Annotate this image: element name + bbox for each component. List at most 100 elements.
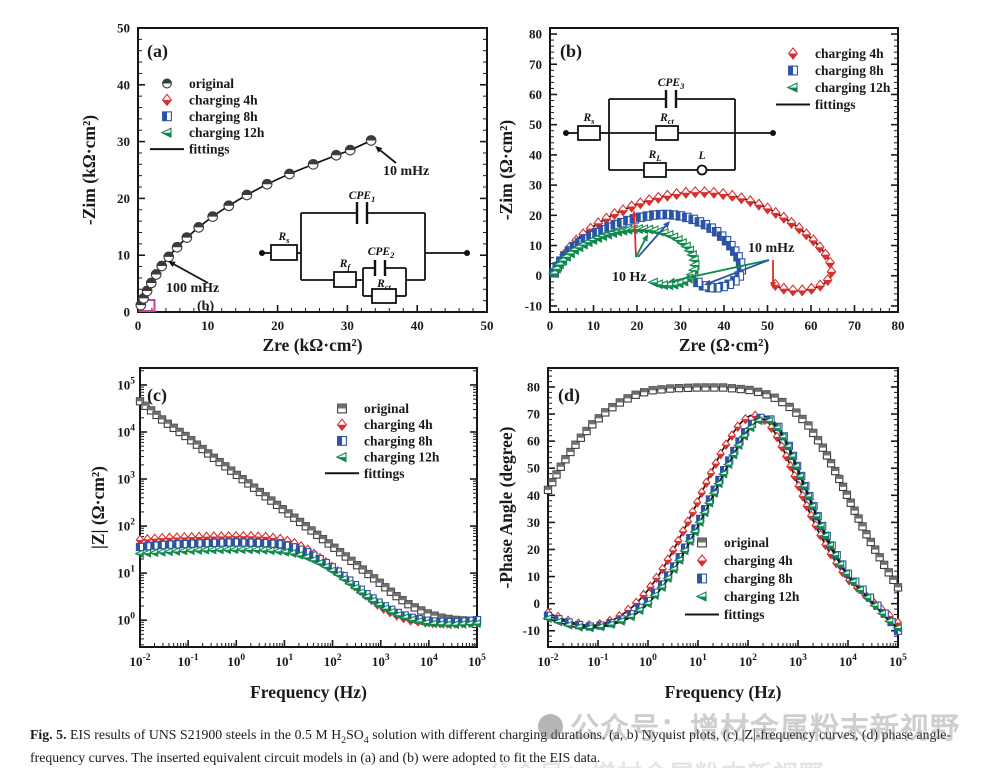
legend-label: fittings	[724, 607, 765, 622]
data-marker-tri-left-bottom	[679, 546, 689, 556]
data-marker-square-top	[556, 462, 565, 471]
data-marker-diamond-bottom	[797, 284, 808, 297]
data-marker-tri-left-bottom	[406, 615, 416, 625]
data-marker-tri-left-bottom	[265, 546, 275, 556]
data-marker-square-left	[230, 538, 240, 547]
svg-text:40: 40	[411, 318, 424, 333]
svg-text:CPE1: CPE1	[349, 190, 376, 204]
data-marker-square-left	[179, 539, 188, 549]
svg-text:104: 104	[420, 653, 438, 669]
data-marker-square-top	[135, 397, 145, 406]
data-marker-tri-left-bottom	[562, 620, 573, 630]
svg-text:CPE2: CPE2	[368, 246, 395, 260]
data-marker-tri-left-bottom	[633, 606, 644, 615]
legend-label: charging 4h	[364, 417, 433, 432]
svg-text:20: 20	[117, 191, 130, 206]
data-marker-tri-left-bottom	[293, 550, 304, 560]
data-marker-tri-left-bottom	[673, 555, 684, 565]
svg-text:80: 80	[527, 379, 540, 394]
svg-text:Rs: Rs	[583, 112, 596, 126]
data-marker-diamond-bottom	[336, 418, 348, 432]
data-marker-diamond-bottom	[716, 448, 725, 460]
data-marker-square-top	[157, 415, 167, 424]
data-marker-tri-left-bottom	[367, 596, 377, 606]
svg-text:30: 30	[529, 178, 542, 193]
data-marker-diamond-bottom	[778, 282, 789, 295]
data-marker-diamond-bottom	[777, 441, 787, 452]
data-marker-square-top	[187, 436, 196, 445]
data-marker-tri-left-bottom	[320, 562, 330, 572]
data-marker-tri-left-bottom	[552, 617, 562, 627]
data-marker-square-top	[204, 449, 213, 458]
data-marker-square-top	[862, 530, 871, 539]
figure-caption: Fig. 5. EIS results of UNS S21900 steels…	[30, 726, 951, 765]
data-marker-square-top	[571, 440, 580, 449]
data-marker-square-top	[666, 384, 675, 393]
data-marker-square-left	[223, 538, 232, 547]
data-marker-square-top	[152, 410, 161, 420]
data-marker-square-top	[594, 414, 603, 423]
data-marker-diamond-bottom	[815, 279, 826, 292]
svg-text:102: 102	[117, 518, 135, 534]
data-marker-diamond-bottom	[618, 204, 628, 217]
svg-text:101: 101	[689, 653, 707, 669]
data-marker-square-top	[727, 384, 737, 393]
data-marker-diamond-bottom	[161, 93, 173, 107]
legend-label: charging 4h	[815, 46, 884, 61]
data-marker-diamond-bottom	[745, 194, 756, 208]
data-marker-tri-left-bottom	[802, 491, 813, 501]
data-marker-square-top	[238, 475, 247, 484]
data-marker-square-top	[648, 386, 657, 395]
data-marker-tri-left-bottom	[649, 591, 659, 601]
data-marker-tri-left-bottom	[786, 452, 796, 461]
legend-label: charging 8h	[189, 109, 258, 124]
data-marker-square-top	[561, 455, 570, 464]
data-marker-square-top	[608, 403, 617, 412]
data-marker-square-top	[818, 443, 827, 452]
legend-label: original	[189, 76, 234, 91]
data-marker-diamond-bottom	[727, 189, 738, 202]
legend-label: charging 4h	[189, 92, 258, 107]
data-marker-tri-left-bottom	[668, 564, 678, 574]
data-marker-tri-left-bottom	[883, 616, 894, 626]
svg-text:-10: -10	[525, 298, 542, 313]
legend-d: original charging 4h charging 8h charging 1…	[685, 535, 800, 622]
data-marker-circle-top	[307, 158, 319, 170]
data-marker-square-left	[194, 539, 203, 548]
data-marker-diamond-bottom	[706, 467, 716, 479]
data-marker-tri-left-bottom	[840, 569, 850, 579]
svg-text:10-1: 10-1	[178, 653, 199, 669]
data-marker-square-top	[267, 496, 276, 505]
data-marker-tri-left-bottom	[738, 431, 749, 441]
data-marker-circle-top	[193, 222, 205, 233]
data-marker-square-top	[736, 384, 745, 394]
svg-text:70: 70	[848, 318, 861, 333]
data-marker-diamond-bottom	[786, 216, 797, 230]
data-marker-tri-left-bottom	[542, 614, 552, 624]
data-marker-circle-top	[181, 232, 193, 243]
data-marker-tri-left-bottom	[790, 462, 800, 471]
svg-text:20: 20	[271, 318, 284, 333]
data-marker-diamond-bottom	[697, 487, 707, 498]
data-marker-tri-left-bottom	[349, 583, 360, 593]
svg-text:101: 101	[117, 565, 135, 581]
data-marker-tri-left-bottom	[647, 277, 658, 288]
data-marker-tri-left-bottom	[662, 573, 672, 583]
data-marker-square-top	[778, 397, 787, 407]
data-marker-tri-left-bottom	[399, 613, 409, 623]
svg-text:103: 103	[789, 653, 807, 669]
data-marker-tri-left-bottom	[471, 619, 481, 628]
svg-text:Rct: Rct	[659, 112, 674, 126]
data-marker-tri-left-bottom	[752, 416, 763, 426]
data-marker-square-top	[804, 421, 813, 430]
data-marker-tri-left-bottom	[794, 471, 805, 481]
data-marker-tri-left-bottom	[385, 607, 396, 617]
svg-text:70: 70	[529, 57, 542, 72]
data-marker-tri-left-bottom	[786, 82, 798, 93]
data-marker-square-top	[615, 398, 624, 407]
data-marker-diamond-bottom	[781, 450, 791, 462]
data-marker-square-top	[835, 474, 844, 484]
x-axis-d: 10-2 10-1 100 101 102 103 104 105	[538, 653, 908, 669]
svg-text:40: 40	[718, 318, 731, 333]
data-marker-square-top	[386, 587, 396, 596]
